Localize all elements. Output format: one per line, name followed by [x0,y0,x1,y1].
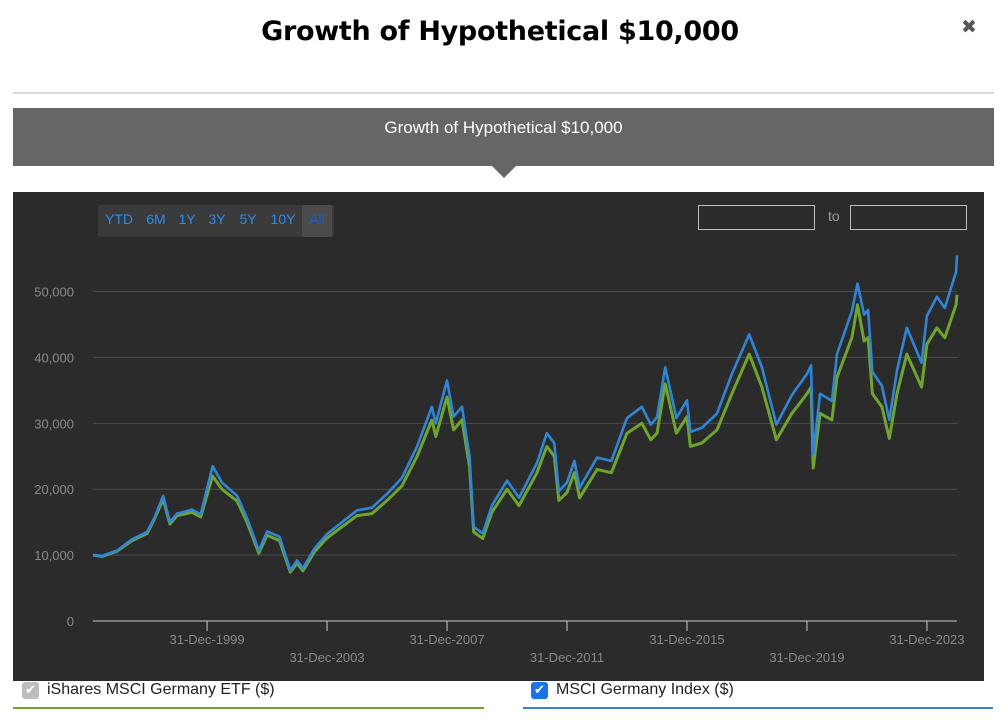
x-tick-label: 31-Dec-2011 [530,650,604,665]
x-axis: 31-Dec-1999 31-Dec-2003 31-Dec-2007 31-Dec-… [93,620,965,665]
range-button-3y[interactable]: 3Y [208,211,226,227]
gridlines [93,291,957,556]
range-button-all[interactable]: All [302,205,332,237]
checkbox-icon[interactable]: ✔ [531,682,548,699]
range-button-ytd[interactable]: YTD [105,211,133,227]
x-tick-label: 31-Dec-2007 [409,632,484,647]
legend-item-ishares-etf[interactable]: ✔ iShares MSCI Germany ETF ($) [13,680,484,710]
y-tick-label: 30,000 [34,416,74,431]
y-tick-label: 50,000 [34,285,74,300]
series-lines [92,255,959,574]
range-button-1y[interactable]: 1Y [178,211,196,227]
y-tick-label: 40,000 [34,350,74,365]
divider [13,92,994,94]
x-tick-label: 31-Dec-1999 [169,632,244,647]
x-tick-label: 31-Dec-2003 [289,650,364,665]
from-date-input[interactable] [698,205,815,230]
checkbox-icon[interactable]: ✔ [22,682,39,699]
date-range-to-label: to [828,208,840,224]
range-button-6m[interactable]: 6M [146,211,166,227]
x-tick-label: 31-Dec-2019 [769,650,844,665]
series-line-ishares-etf [92,294,959,574]
caret-down-icon [492,166,516,178]
legend-underline [523,707,993,709]
series-line-msci-index [92,255,959,572]
y-tick-label: 20,000 [34,482,74,497]
range-button-5y[interactable]: 5Y [239,211,257,227]
legend-label: iShares MSCI Germany ETF ($) [47,681,275,698]
y-tick-label: 10,000 [34,548,74,563]
chart-header-bar: Growth of Hypothetical $10,000 [13,108,994,166]
legend-underline [13,707,484,709]
chart-header-label: Growth of Hypothetical $10,000 [384,118,623,137]
x-tick-label: 31-Dec-2015 [649,632,724,647]
modal-title: Growth of Hypothetical $10,000 [261,16,739,47]
chart-panel [13,192,984,681]
y-axis-ticks: 0 10,000 20,000 30,000 40,000 50,000 [34,285,74,629]
legend-label: MSCI Germany Index ($) [556,681,734,698]
close-icon[interactable]: ✖ [961,16,977,38]
y-tick-label: 0 [67,614,74,629]
range-button-10y[interactable]: 10Y [270,211,296,227]
range-selector [98,205,334,237]
legend-item-msci-index[interactable]: ✔ MSCI Germany Index ($) [523,680,993,710]
to-date-input[interactable] [850,205,967,230]
x-tick-label: 31-Dec-2023 [889,632,964,647]
